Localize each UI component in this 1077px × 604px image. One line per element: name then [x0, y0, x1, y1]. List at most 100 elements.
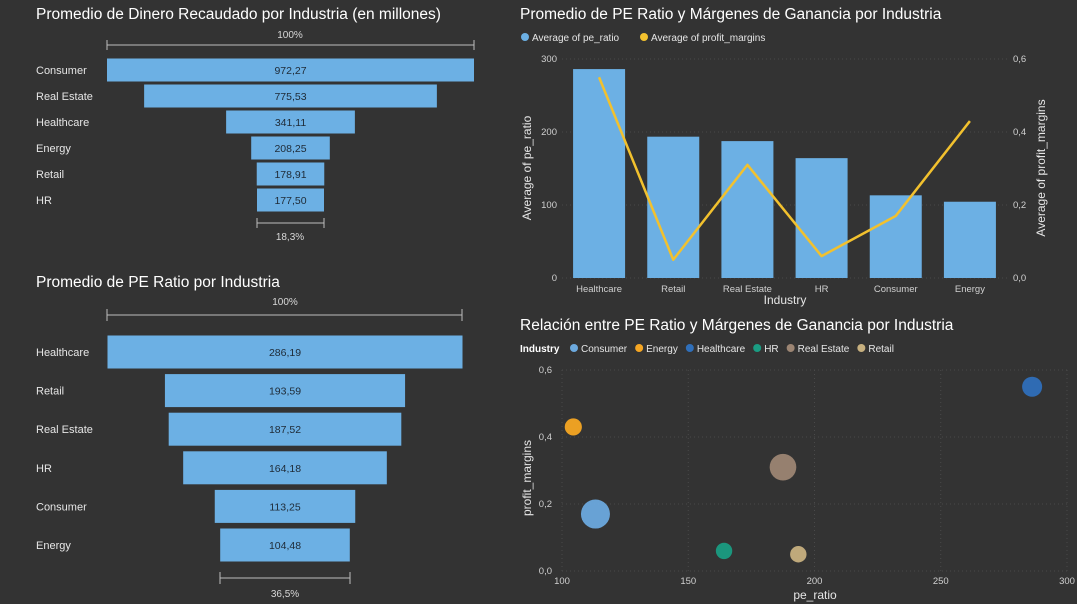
scatter-point-retail[interactable] — [790, 546, 807, 563]
funnel-value-label: 113,25 — [269, 501, 300, 513]
scatter-y-tick: 0,2 — [539, 499, 552, 510]
legend-profit-margins-marker — [640, 33, 648, 41]
combo-bar-healthcare[interactable] — [573, 69, 626, 278]
funnel-bar-healthcare[interactable] — [107, 335, 463, 369]
scatter-y-axis-title: profit_margins — [520, 440, 534, 516]
combo-y-tick: 0 — [552, 273, 557, 284]
funnel-category-label: Consumer — [36, 501, 87, 513]
funnel-bar-hr[interactable] — [183, 451, 387, 485]
funnel-category-label: Real Estate — [36, 91, 93, 103]
funnel-category-label: HR — [36, 463, 52, 475]
funnel-category-label: Consumer — [36, 65, 87, 77]
scatter-legend-marker-hr — [753, 344, 762, 352]
scatter-legend-marker-consumer — [570, 344, 578, 352]
scatter-point-real-estate[interactable] — [769, 453, 797, 481]
scatter-x-axis-title: pe_ratio — [793, 588, 837, 602]
combo-y2-axis-title: Average of profit_margins — [1034, 99, 1048, 236]
combo-x-tick: Healthcare — [576, 284, 622, 295]
funnel-value-label: 187,52 — [269, 424, 301, 436]
funnel-category-label: Healthcare — [36, 347, 89, 359]
funnel2-top-label: 100% — [272, 297, 298, 308]
combo-bar-real-estate[interactable] — [721, 141, 774, 278]
combo-title: Promedio de PE Ratio y Márgenes de Ganan… — [520, 6, 942, 23]
scatter-plot: 0,0 0,2 0,4 0,6 100 150 200 250 300 — [539, 365, 1075, 587]
funnel-bar-real-estate[interactable] — [144, 84, 437, 108]
funnel-category-label: HR — [36, 195, 52, 207]
combo-bar-hr[interactable] — [795, 158, 848, 278]
legend-profit-margins-label: Average of profit_margins — [651, 33, 765, 44]
funnel-bar-retail[interactable] — [164, 374, 406, 408]
funnel-value-label: 341,11 — [275, 117, 306, 129]
funnel-category-label: Energy — [36, 143, 71, 155]
funnel-category-label: Retail — [36, 169, 64, 181]
funnel-category-label: Energy — [36, 540, 71, 552]
funnel2-bars: Healthcare 286,19 Retail 193,59 Real Estate 1… — [36, 335, 463, 562]
combo-y2-tick: 0,6 — [1013, 54, 1026, 65]
funnel1-top-bracket — [106, 40, 475, 50]
funnel-bar-energy[interactable] — [220, 528, 350, 562]
scatter-point-healthcare[interactable] — [1022, 376, 1043, 397]
legend-pe-ratio-marker — [521, 33, 529, 41]
funnel2-title: Promedio de PE Ratio por Industria — [36, 274, 280, 291]
funnel2-bottom-label: 36,5% — [271, 589, 299, 600]
scatter-legend-marker-real-estate — [786, 344, 795, 352]
combo-x-axis-title: Industry — [764, 293, 807, 307]
combo-bar-retail[interactable] — [647, 136, 700, 278]
funnel1-title: Promedio de Dinero Recaudado por Industr… — [36, 6, 441, 23]
scatter-x-tick: 200 — [807, 576, 823, 587]
scatter-x-tick: 100 — [554, 576, 570, 587]
scatter-x-tick: 300 — [1059, 576, 1075, 587]
combo-y-axis-title: Average of pe_ratio — [520, 115, 534, 220]
scatter-legend: Industry Consumer Energy Healthcare HR Real … — [520, 344, 894, 355]
funnel-bar-real-estate[interactable] — [168, 412, 402, 446]
scatter-point-consumer[interactable] — [580, 499, 610, 529]
scatter-legend-label-retail: Retail — [868, 344, 894, 355]
funnel-value-label: 208,25 — [274, 143, 306, 155]
combo-x-tick: HR — [815, 284, 829, 295]
funnel-value-label: 193,59 — [269, 386, 301, 398]
scatter-y-tick: 0,4 — [539, 432, 552, 443]
funnel-bar-consumer[interactable] — [107, 58, 474, 82]
scatter-legend-marker-retail — [857, 344, 866, 352]
funnel-value-label: 164,18 — [269, 463, 301, 475]
scatter-legend-title: Industry — [520, 344, 560, 355]
combo-x-tick: Real Estate — [723, 284, 772, 295]
scatter-legend-label-consumer: Consumer — [581, 344, 628, 355]
funnel-value-label: 775,53 — [274, 91, 306, 103]
combo-x-tick: Energy — [955, 284, 985, 295]
funnel-value-label: 286,19 — [269, 347, 301, 359]
combo-plot: 0 100 200 300 0,0 0,2 0,4 0,6 Healthcare Retail Re… — [541, 54, 1026, 295]
scatter-legend-marker-healthcare — [685, 344, 694, 352]
combo-legend: Average of pe_ratio Average of profit_ma… — [521, 33, 765, 44]
combo-profit-margins-line[interactable] — [597, 76, 971, 261]
funnel-bar-healthcare[interactable] — [226, 110, 355, 134]
scatter-title: Relación entre PE Ratio y Márgenes de Ga… — [520, 317, 954, 334]
funnel-bar-retail[interactable] — [256, 162, 325, 186]
funnel-category-label: Retail — [36, 386, 64, 398]
funnel1-bottom-label: 18,3% — [276, 232, 304, 243]
funnel-bar-energy[interactable] — [251, 136, 330, 160]
combo-y2-tick: 0,2 — [1013, 200, 1026, 211]
funnel1-top-label: 100% — [277, 30, 303, 41]
funnel-value-label: 972,27 — [274, 65, 306, 77]
funnel-bar-consumer[interactable] — [214, 489, 356, 523]
scatter-legend-label-real-estate: Real Estate — [798, 344, 850, 355]
scatter-point-hr[interactable] — [715, 542, 733, 560]
scatter-legend-label-energy: Energy — [646, 344, 678, 355]
funnel-category-label: Real Estate — [36, 424, 93, 436]
scatter-x-tick: 250 — [933, 576, 949, 587]
combo-bar-energy[interactable] — [943, 201, 996, 278]
combo-y-tick: 300 — [541, 54, 557, 65]
funnel2-top-bracket — [106, 309, 463, 321]
combo-bar-consumer[interactable] — [869, 195, 922, 278]
scatter-legend-label-healthcare: Healthcare — [697, 344, 746, 355]
funnel1-bars: Consumer 972,27 Real Estate 775,53 Healthcar… — [36, 58, 474, 212]
funnel-category-label: Healthcare — [36, 117, 89, 129]
funnel-value-label: 178,91 — [274, 169, 306, 181]
funnel-bar-hr[interactable] — [256, 188, 325, 212]
scatter-legend-marker-energy — [635, 344, 644, 352]
combo-x-tick: Retail — [661, 284, 685, 295]
scatter-point-energy[interactable] — [564, 418, 582, 436]
scatter-legend-label-hr: HR — [764, 344, 778, 355]
